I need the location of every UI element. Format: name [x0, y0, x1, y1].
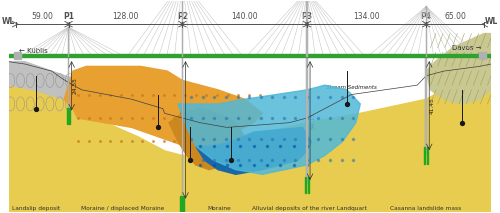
Polygon shape — [180, 196, 182, 212]
Polygon shape — [306, 57, 308, 184]
Polygon shape — [478, 52, 486, 59]
Text: 128.00: 128.00 — [112, 12, 138, 21]
Text: 140.00: 140.00 — [232, 12, 258, 21]
Polygon shape — [68, 57, 70, 115]
Text: P4: P4 — [420, 12, 432, 21]
Polygon shape — [182, 0, 183, 57]
Polygon shape — [69, 108, 70, 124]
Text: 62.15: 62.15 — [186, 122, 192, 138]
Text: P1: P1 — [63, 12, 74, 21]
Polygon shape — [308, 177, 309, 193]
Polygon shape — [9, 54, 491, 57]
Polygon shape — [169, 109, 244, 170]
Text: 24.55: 24.55 — [72, 77, 78, 94]
Text: WL: WL — [2, 17, 15, 26]
Polygon shape — [183, 196, 184, 212]
Text: 134.00: 134.00 — [353, 12, 380, 21]
Text: P3: P3 — [302, 12, 312, 21]
Text: ← Küblis: ← Küblis — [18, 48, 48, 54]
Polygon shape — [64, 66, 262, 151]
Text: Davos →: Davos → — [452, 45, 482, 51]
Polygon shape — [306, 0, 308, 57]
Polygon shape — [178, 85, 360, 174]
Polygon shape — [14, 52, 21, 59]
Polygon shape — [305, 177, 306, 193]
Text: 54.15: 54.15 — [311, 112, 316, 129]
Polygon shape — [424, 147, 426, 164]
Text: Landslip deposit: Landslip deposit — [12, 206, 60, 211]
Polygon shape — [9, 71, 491, 212]
Text: Landquart: Landquart — [180, 111, 212, 116]
Text: 65.00: 65.00 — [444, 12, 466, 21]
Polygon shape — [68, 27, 69, 57]
Polygon shape — [426, 33, 491, 104]
Text: WL: WL — [485, 17, 498, 26]
Polygon shape — [425, 57, 427, 154]
Polygon shape — [196, 127, 312, 174]
Text: P2: P2 — [177, 12, 188, 21]
Text: Alluvial deposits of the river Landquart: Alluvial deposits of the river Landquart — [252, 206, 367, 211]
Text: 41.45: 41.45 — [430, 97, 435, 114]
Text: Moraine: Moraine — [207, 206, 231, 211]
Text: 59.00: 59.00 — [32, 12, 53, 21]
Polygon shape — [427, 147, 428, 164]
Polygon shape — [9, 62, 96, 113]
Text: Moraine / displaced Moraine: Moraine / displaced Moraine — [81, 206, 164, 211]
Text: Stream Sediments: Stream Sediments — [326, 85, 377, 90]
Polygon shape — [182, 57, 184, 203]
Polygon shape — [66, 108, 68, 124]
Text: Casanna landslide mass: Casanna landslide mass — [390, 206, 461, 211]
